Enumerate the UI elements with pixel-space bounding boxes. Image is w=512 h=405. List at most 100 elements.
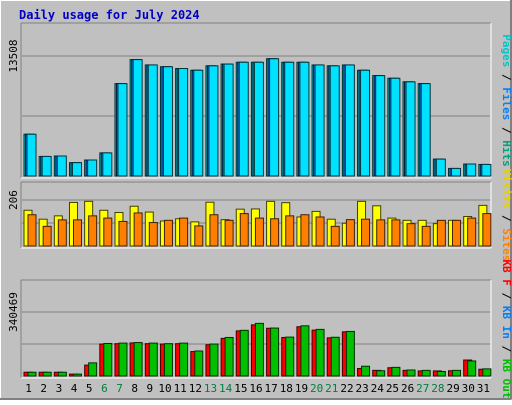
bar-pages-day-29 <box>451 167 462 177</box>
x-tick-label-day-27: 27 <box>416 382 429 395</box>
x-tick-label-day-22: 22 <box>340 382 353 395</box>
y-max-label: 13508 <box>7 39 20 72</box>
bar-sites-day-23 <box>361 218 371 247</box>
bar-sites-day-17 <box>270 218 280 247</box>
legend-entry: Pages <box>500 34 512 67</box>
bar-pages-day-4 <box>71 162 82 177</box>
bar-kb-out-day-31 <box>482 368 492 377</box>
panel-legend: Pages / Files / Hits <box>500 34 512 167</box>
x-tick-label-day-28: 28 <box>431 382 444 395</box>
bar-kb-out-day-29 <box>452 369 462 377</box>
x-tick-label-day-20: 20 <box>310 382 323 395</box>
bar-sites-day-25 <box>391 219 401 247</box>
legend-entry: KB Out <box>500 359 512 399</box>
x-tick-label-day-4: 4 <box>71 382 78 395</box>
legend-entry: KB In <box>500 306 512 339</box>
panel-legend: Visits / Sites <box>500 169 512 262</box>
bar-pages-day-30 <box>466 163 477 177</box>
bar-pages-day-18 <box>284 61 295 177</box>
x-tick-label-day-18: 18 <box>280 382 293 395</box>
bar-sites-day-13 <box>209 214 219 247</box>
bar-pages-day-12 <box>193 69 204 177</box>
bar-kb-out-day-26 <box>406 369 416 377</box>
legend-entry: Hits <box>500 140 512 167</box>
x-tick-label-day-1: 1 <box>25 382 32 395</box>
legend-entry: / <box>500 339 512 359</box>
x-tick-label-day-8: 8 <box>131 382 138 395</box>
bar-kb-out-day-23 <box>361 365 371 377</box>
bar-kb-out-day-11 <box>179 342 189 377</box>
bar-kb-out-day-14 <box>224 336 234 377</box>
bar-sites-day-22 <box>345 219 355 247</box>
bar-pages-day-22 <box>344 64 355 177</box>
x-tick-label-day-10: 10 <box>158 382 171 395</box>
bar-pages-day-14 <box>223 63 234 177</box>
bar-kb-out-day-27 <box>421 369 431 377</box>
bar-kb-out-day-16 <box>254 322 264 377</box>
bar-sites-day-6 <box>103 217 113 247</box>
x-tick-label-day-24: 24 <box>371 382 385 395</box>
x-tick-label-day-16: 16 <box>249 382 262 395</box>
bar-kb-out-day-12 <box>194 350 204 377</box>
x-tick-label-day-9: 9 <box>147 382 154 395</box>
x-tick-label-day-30: 30 <box>462 382 475 395</box>
bar-pages-day-13 <box>208 65 219 177</box>
bar-sites-day-12 <box>194 225 204 247</box>
series-sites <box>27 212 492 247</box>
bar-pages-day-1 <box>26 133 37 177</box>
bar-kb-out-day-8 <box>133 342 143 377</box>
bar-sites-day-20 <box>315 216 325 247</box>
x-tick-label-day-14: 14 <box>219 382 233 395</box>
panel-kbin-kbout-kbf: 340469 KB F / KB In / KB Out <box>7 259 512 398</box>
bar-pages-day-15 <box>238 61 249 177</box>
x-tick-label-day-5: 5 <box>86 382 93 395</box>
bar-sites-day-30 <box>467 217 477 247</box>
x-tick-label-day-11: 11 <box>174 382 187 395</box>
bar-kb-out-day-2 <box>42 371 52 377</box>
bar-kb-out-day-18 <box>285 336 295 377</box>
bar-pages-day-23 <box>360 69 371 177</box>
legend-entry: / <box>500 120 512 140</box>
bar-sites-day-27 <box>421 225 431 247</box>
bar-pages-day-21 <box>329 65 340 177</box>
bar-sites-day-11 <box>179 217 189 247</box>
bar-sites-day-5 <box>88 215 98 247</box>
bar-pages-day-9 <box>147 64 158 177</box>
series-kb-out <box>27 322 492 377</box>
chart-title: Daily usage for July 2024 <box>19 8 200 22</box>
bar-kb-out-day-6 <box>103 342 113 377</box>
x-tick-label-day-21: 21 <box>325 382 338 395</box>
bar-pages-day-31 <box>481 163 492 177</box>
bar-sites-day-15 <box>239 213 249 247</box>
bar-kb-out-day-15 <box>239 329 249 377</box>
bar-pages-day-5 <box>87 159 98 177</box>
x-tick-label-day-26: 26 <box>401 382 414 395</box>
bar-sites-day-28 <box>436 219 446 247</box>
bar-kb-out-day-22 <box>345 330 355 377</box>
bar-kb-out-day-24 <box>376 370 386 377</box>
bar-kb-out-day-20 <box>315 328 325 377</box>
legend-entry: Files <box>500 87 512 120</box>
bar-pages-day-3 <box>56 155 67 177</box>
bar-sites-day-3 <box>57 219 67 247</box>
x-tick-label-day-7: 7 <box>116 382 123 395</box>
legend-entry: Visits <box>500 169 512 209</box>
bar-pages-day-17 <box>269 58 280 177</box>
bar-pages-day-27 <box>420 83 431 177</box>
bar-sites-day-1 <box>27 214 37 247</box>
y-max-label: 340469 <box>7 292 20 332</box>
bar-kb-out-day-19 <box>300 325 310 377</box>
bar-kb-out-day-1 <box>27 371 37 377</box>
panel-pages-files-hits: 13508 Pages / Files / Hits <box>7 22 512 179</box>
bar-pages-day-24 <box>375 75 386 177</box>
x-tick-label-day-19: 19 <box>295 382 308 395</box>
x-tick-label-day-12: 12 <box>189 382 202 395</box>
bar-pages-day-19 <box>299 61 310 177</box>
bar-kb-out-day-30 <box>467 360 477 377</box>
bar-sites-day-26 <box>406 223 416 247</box>
bar-sites-day-10 <box>163 219 173 247</box>
bar-pages-day-11 <box>178 68 189 177</box>
